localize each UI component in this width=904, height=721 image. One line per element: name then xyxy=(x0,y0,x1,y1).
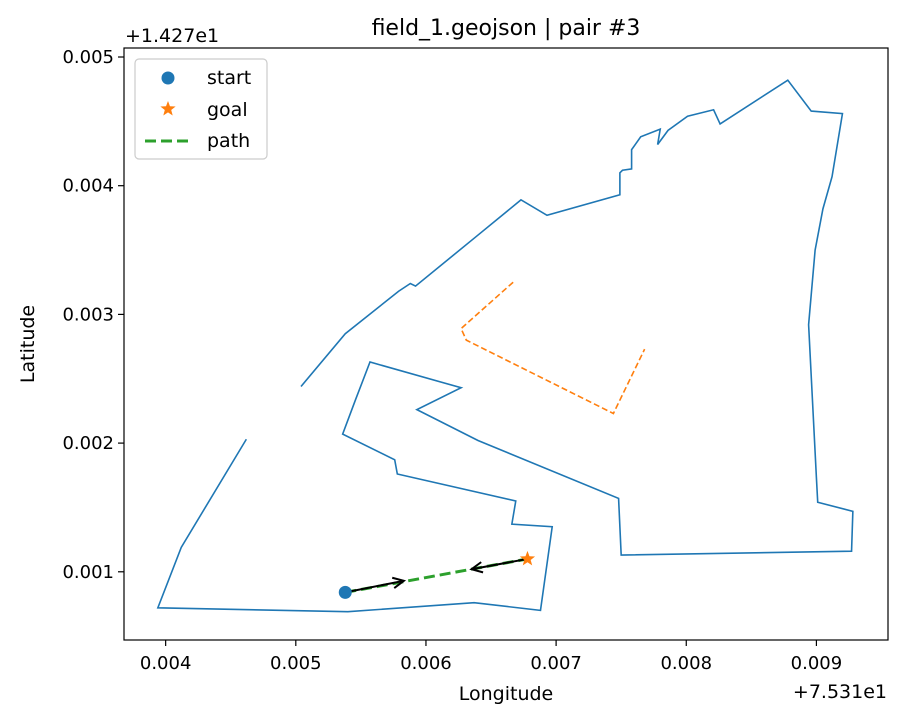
legend: start goal path xyxy=(134,58,268,160)
direction-arrowhead-2 xyxy=(469,561,484,574)
direction-arrowhead-1 xyxy=(391,576,407,589)
start-marker xyxy=(338,585,352,599)
y-tick-label: 0.002 xyxy=(62,433,114,454)
x-tick-label: 0.008 xyxy=(660,653,712,674)
chart-title: field_1.geojson | pair #3 xyxy=(372,16,641,41)
x-tick-label: 0.009 xyxy=(791,653,843,674)
x-tick-label: 0.007 xyxy=(530,653,582,674)
y-axis: 0.001 0.002 0.003 0.004 0.005 xyxy=(62,47,124,583)
field-boundary-line xyxy=(156,79,854,613)
chart-marks xyxy=(156,79,854,613)
x-axis: 0.004 0.005 0.006 0.007 0.008 0.009 xyxy=(140,640,842,674)
legend-start-marker xyxy=(161,71,175,85)
legend-goal-marker xyxy=(160,101,176,116)
legend-start-label: start xyxy=(207,67,251,89)
x-tick-label: 0.006 xyxy=(400,653,452,674)
direction-arrow-1 xyxy=(345,579,405,594)
plot-frame xyxy=(123,47,889,641)
x-tick-label: 0.004 xyxy=(140,653,192,674)
y-tick-label: 0.001 xyxy=(62,562,114,583)
x-offset-label: +7.531e1 xyxy=(793,681,887,703)
y-offset-label: +1.427e1 xyxy=(125,25,219,47)
goal-marker xyxy=(519,550,536,566)
y-axis-label: Latitude xyxy=(17,305,39,383)
x-tick-label: 0.005 xyxy=(270,653,322,674)
direction-arrow-2 xyxy=(471,557,528,571)
y-tick-label: 0.004 xyxy=(62,176,114,197)
legend-path-label: path xyxy=(207,130,250,152)
obstacle-dashed-line xyxy=(460,281,646,415)
y-tick-label: 0.003 xyxy=(62,304,114,325)
y-tick-label: 0.005 xyxy=(62,47,114,68)
x-axis-label: Longitude xyxy=(459,683,554,705)
legend-goal-label: goal xyxy=(207,99,248,121)
